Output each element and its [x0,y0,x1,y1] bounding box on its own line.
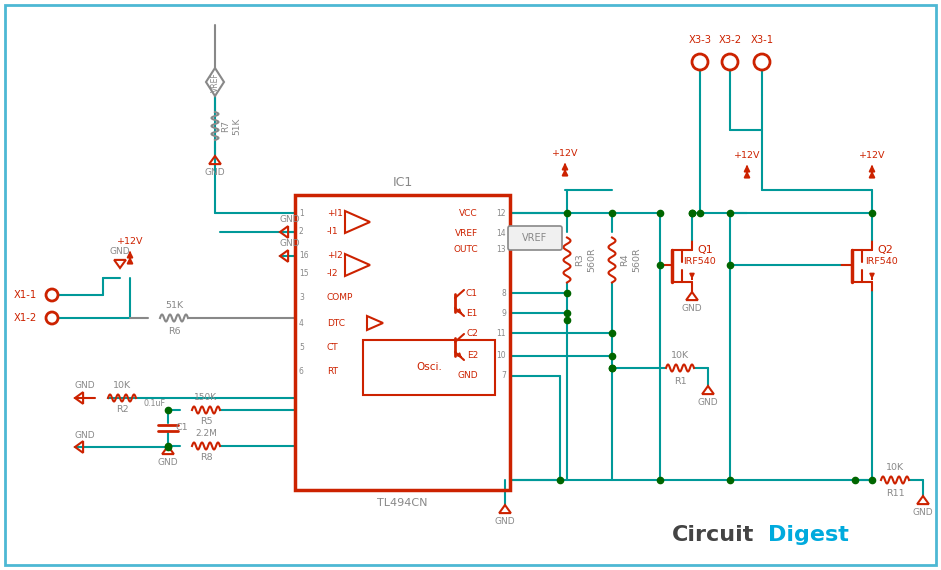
Text: R8: R8 [199,454,213,462]
Text: VCC: VCC [459,209,478,218]
Text: COMP: COMP [327,294,354,303]
Text: 51K: 51K [232,117,242,135]
Text: R6: R6 [167,327,181,336]
Text: GND: GND [74,430,95,439]
Text: GND: GND [697,398,718,406]
Text: 560R: 560R [587,248,597,272]
Text: +12V: +12V [117,238,143,246]
Text: GND: GND [913,508,933,516]
Text: 13: 13 [496,246,506,254]
Text: X3-3: X3-3 [689,35,711,45]
Text: 150K: 150K [195,393,217,402]
Bar [363,340,495,395]
Bar [295,195,510,490]
Text: 1: 1 [299,209,304,218]
Text: R4: R4 [620,254,630,266]
Text: VREF: VREF [522,233,548,243]
Text: 0.1uF: 0.1uF [144,398,166,408]
Text: GND: GND [158,458,178,467]
Text: R3: R3 [576,254,584,266]
Text: Digest: Digest [768,525,849,545]
Text: +I2: +I2 [327,251,343,260]
Text: TL494CN: TL494CN [377,498,428,508]
Text: X3-2: X3-2 [718,35,742,45]
Text: 16: 16 [299,251,309,260]
Text: IC1: IC1 [392,177,412,189]
Text: 15: 15 [299,270,309,279]
Text: GND: GND [74,381,95,390]
Text: VREF: VREF [455,229,478,238]
Text: GND: GND [110,247,130,256]
Text: R7: R7 [221,120,231,132]
Text: E1: E1 [467,308,478,317]
Text: 4: 4 [299,319,304,328]
Text: 14: 14 [496,229,506,238]
Text: OUTC: OUTC [454,246,478,254]
Text: DTC: DTC [327,319,345,328]
Text: IRF540: IRF540 [683,258,716,267]
Text: X1-1: X1-1 [14,290,37,300]
Text: 10: 10 [496,352,506,360]
Text: CT: CT [327,343,339,352]
Text: Osci.: Osci. [416,363,442,373]
Text: R11: R11 [885,488,904,498]
Text: 10K: 10K [671,351,689,360]
Text: GND: GND [205,168,225,177]
Text: 2.2M: 2.2M [195,430,217,438]
Text: C1: C1 [176,424,188,433]
FancyBboxPatch shape [508,226,562,250]
Text: 51K: 51K [165,300,183,310]
Text: RT: RT [327,367,338,376]
Text: 12: 12 [497,209,506,218]
Text: IRF540: IRF540 [866,258,899,267]
Text: GND: GND [279,215,300,225]
Text: 3: 3 [299,294,304,303]
Text: VREF: VREF [211,72,219,92]
Text: 10K: 10K [113,381,131,390]
Text: C1: C1 [466,288,478,298]
Text: R2: R2 [116,405,128,414]
Text: X1-2: X1-2 [14,313,37,323]
Text: GND: GND [457,372,478,381]
Text: 6: 6 [299,367,304,376]
Text: Q1: Q1 [697,245,713,255]
Text: +12V: +12V [551,149,579,158]
Text: GND: GND [681,304,702,312]
Text: R1: R1 [674,377,686,385]
Text: +I1: +I1 [327,209,343,218]
Text: 560R: 560R [632,248,642,272]
Text: -I1: -I1 [327,227,339,237]
Text: Circuit: Circuit [672,525,755,545]
Text: 9: 9 [502,308,506,317]
Text: +12V: +12V [734,152,760,161]
Text: GND: GND [495,516,516,526]
Text: Q2: Q2 [877,245,893,255]
Text: 8: 8 [502,288,506,298]
Text: R5: R5 [199,417,213,426]
Text: -I2: -I2 [327,270,339,279]
Text: C2: C2 [466,328,478,337]
Text: 2: 2 [299,227,304,237]
Text: 10K: 10K [885,462,904,471]
Text: +12V: +12V [859,152,885,161]
Text: E2: E2 [467,352,478,360]
Text: GND: GND [279,239,300,249]
Text: X3-1: X3-1 [750,35,774,45]
Text: 5: 5 [299,343,304,352]
Text: 11: 11 [497,328,506,337]
Text: 7: 7 [502,372,506,381]
